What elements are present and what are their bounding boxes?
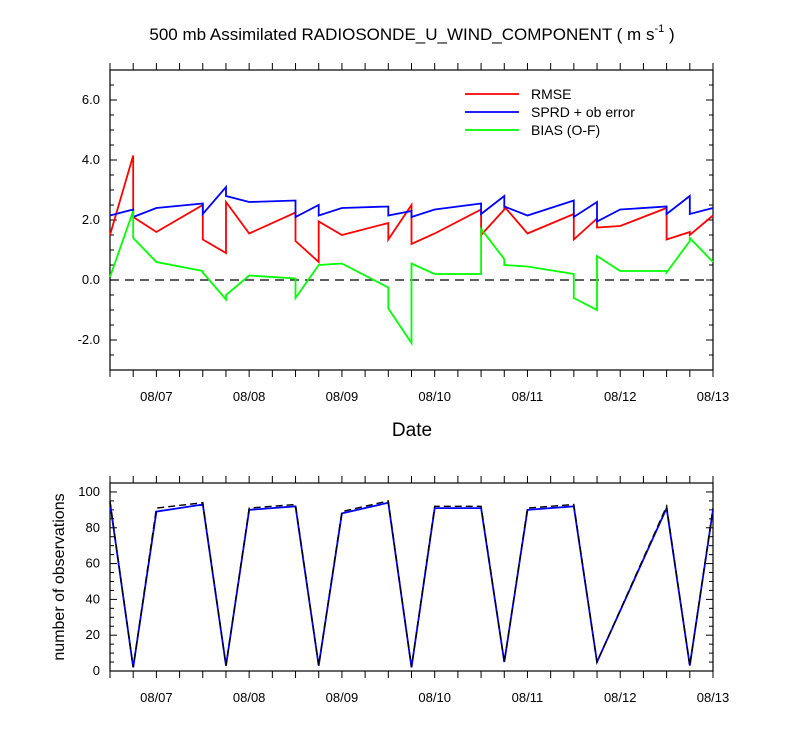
top-xtick-label: 08/09 xyxy=(326,389,359,404)
bottom-xtick-label: 08/11 xyxy=(512,690,544,705)
bottom-plot-frame xyxy=(109,482,714,672)
bottom-ytick-label: 80 xyxy=(86,520,100,535)
top-series-bias-o-f xyxy=(109,210,714,346)
bottom-ytick-label: 20 xyxy=(86,627,100,642)
bottom-ytick-label: 60 xyxy=(86,556,100,571)
x-axis-title: Date xyxy=(392,420,432,441)
top-chart: 6.0 4.0 2.0 0.0 -2.0 08/07 08/08 08/09 08/10 08/1… xyxy=(78,63,730,441)
top-xtick-label: 08/07 xyxy=(140,389,173,404)
bottom-ytick-label: 100 xyxy=(78,484,100,499)
legend-label: BIAS (O-F) xyxy=(531,122,600,138)
bottom-series-used xyxy=(109,501,714,668)
top-ytick-label: 4.0 xyxy=(82,152,100,167)
top-ytick-label: 6.0 xyxy=(82,92,100,107)
bottom-xtick-label: 08/10 xyxy=(418,690,451,705)
bottom-ytick-label: 0 xyxy=(93,663,100,678)
bottom-series-possible xyxy=(109,500,714,668)
bottom-chart: 0 20 40 60 80 100 08/07 08/08 08/09 08/10 08/11 08/… xyxy=(51,476,729,705)
top-xtick-label: 08/12 xyxy=(604,389,637,404)
chart-title: 500 mb Assimilated RADIOSONDE_U_WIND_COM… xyxy=(149,23,674,44)
top-ytick-label: 2.0 xyxy=(82,212,100,227)
top-series-sprd-ob-error xyxy=(109,184,714,223)
bottom-xtick-label: 08/12 xyxy=(604,690,637,705)
top-ytick-label: 0.0 xyxy=(82,272,100,287)
bottom-lines xyxy=(109,500,714,668)
top-ytick-label: -2.0 xyxy=(78,332,100,347)
top-lines xyxy=(109,155,714,346)
top-xtick-label: 08/10 xyxy=(418,389,451,404)
legend-label: SPRD + ob error xyxy=(531,104,635,120)
top-ticks: 6.0 4.0 2.0 0.0 -2.0 08/07 08/08 08/09 08/10 08/1… xyxy=(78,63,730,404)
bottom-xtick-label: 08/13 xyxy=(697,690,730,705)
bottom-ytick-label: 40 xyxy=(86,591,100,606)
bottom-xtick-label: 08/07 xyxy=(140,690,173,705)
top-xtick-label: 08/11 xyxy=(512,389,544,404)
top-xtick-label: 08/13 xyxy=(697,389,730,404)
top-series-rmse xyxy=(109,155,714,265)
bottom-xtick-label: 08/08 xyxy=(233,690,266,705)
legend: RMSE SPRD + ob error BIAS (O-F) xyxy=(465,86,635,138)
bottom-xtick-label: 08/09 xyxy=(326,690,359,705)
legend-label: RMSE xyxy=(531,86,571,102)
bottom-y-axis-title: number of observations xyxy=(51,493,68,660)
top-xtick-label: 08/08 xyxy=(233,389,266,404)
